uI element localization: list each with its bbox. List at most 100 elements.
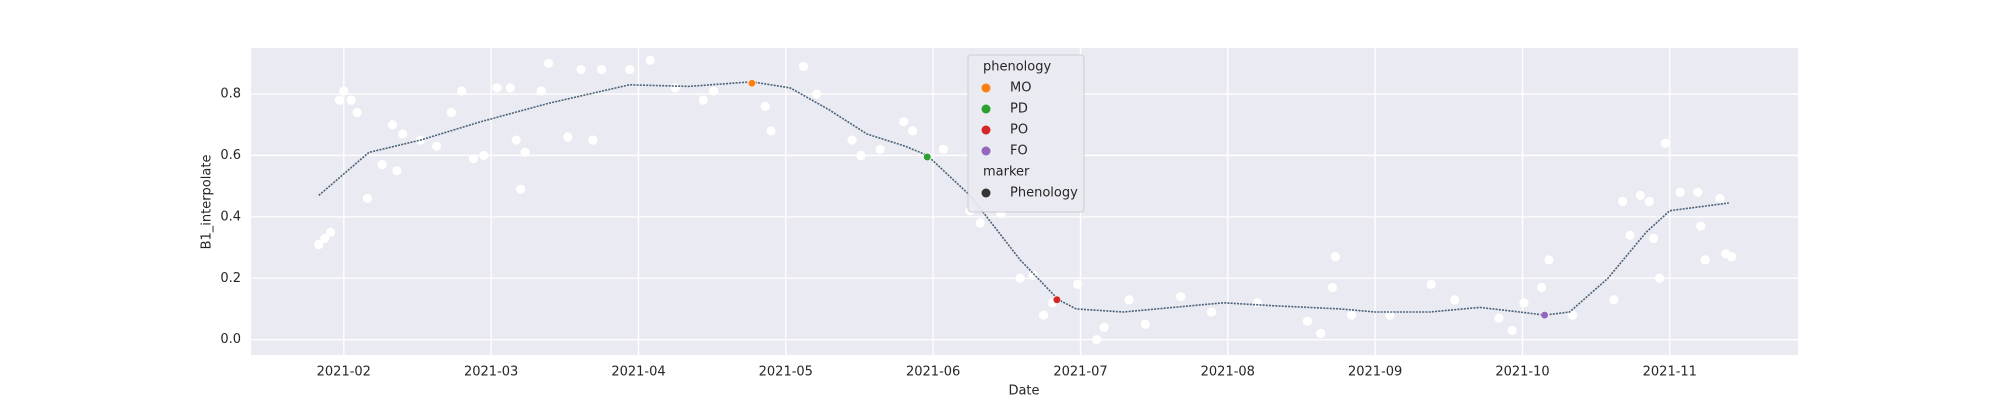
observation-point bbox=[1072, 279, 1083, 289]
observation-point bbox=[352, 107, 362, 118]
observation-point bbox=[1649, 233, 1659, 243]
observation-point bbox=[492, 83, 502, 93]
observation-point bbox=[1346, 310, 1357, 320]
legend-title: phenology bbox=[983, 60, 1051, 75]
observation-point bbox=[1567, 310, 1578, 320]
observation-point bbox=[1176, 292, 1186, 302]
y-tick-label: 0.6 bbox=[220, 148, 241, 163]
observation-point bbox=[1625, 230, 1635, 240]
x-tick-label: 2021-11 bbox=[1643, 365, 1697, 380]
observation-point bbox=[1494, 313, 1504, 323]
observation-point bbox=[536, 86, 546, 96]
observation-point bbox=[1028, 270, 1038, 280]
y-tick-label: 0.0 bbox=[220, 332, 241, 347]
observation-point bbox=[1618, 196, 1628, 207]
observation-point bbox=[446, 107, 456, 118]
phenology-point bbox=[1052, 295, 1062, 304]
x-tick-label: 2021-10 bbox=[1495, 365, 1549, 380]
legend-label: FO bbox=[1010, 144, 1028, 159]
legend-marker bbox=[981, 125, 991, 135]
observation-point bbox=[398, 129, 408, 139]
legend-marker bbox=[981, 83, 991, 93]
observation-point bbox=[1675, 187, 1685, 197]
observation-point bbox=[1696, 221, 1706, 231]
observation-point bbox=[1544, 255, 1554, 265]
observation-point bbox=[334, 95, 344, 105]
observation-point bbox=[505, 83, 515, 93]
y-tick-label: 0.4 bbox=[220, 209, 241, 224]
observation-point bbox=[320, 233, 330, 243]
phenology-point bbox=[1540, 310, 1549, 320]
legend-box bbox=[967, 54, 1085, 213]
observation-point bbox=[1327, 282, 1338, 293]
observation-point bbox=[1302, 316, 1312, 326]
observation-point bbox=[1039, 310, 1049, 320]
observation-point bbox=[563, 132, 573, 142]
observation-point bbox=[670, 83, 680, 93]
observation-point bbox=[698, 95, 708, 105]
legend-marker bbox=[981, 146, 991, 156]
observation-point bbox=[511, 135, 521, 145]
observation-point bbox=[339, 86, 349, 96]
observation-point bbox=[1693, 187, 1703, 197]
legend-marker bbox=[981, 188, 991, 198]
observation-point bbox=[1537, 282, 1547, 293]
observation-point bbox=[938, 144, 949, 154]
observation-point bbox=[479, 150, 489, 161]
observation-point bbox=[1316, 328, 1326, 339]
observation-point bbox=[907, 126, 918, 136]
observation-point bbox=[975, 218, 985, 228]
x-tick-label: 2021-07 bbox=[1053, 365, 1107, 380]
observation-point bbox=[1450, 295, 1460, 305]
observation-point bbox=[766, 126, 776, 136]
legend-label: Phenology bbox=[1010, 186, 1078, 201]
observation-point bbox=[1609, 295, 1619, 305]
observation-point bbox=[544, 58, 554, 68]
observation-point bbox=[597, 64, 607, 75]
x-tick-label: 2021-08 bbox=[1201, 365, 1255, 380]
legend-label: PD bbox=[1010, 102, 1028, 117]
observation-point bbox=[760, 101, 770, 111]
observation-point bbox=[709, 86, 719, 96]
observation-point bbox=[457, 86, 467, 96]
observation-point bbox=[377, 160, 387, 170]
legend: phenology MO PD PO FO marker Phenology bbox=[967, 54, 1085, 213]
observation-point bbox=[1207, 307, 1217, 317]
observation-point bbox=[1644, 196, 1654, 207]
x-tick-label: 2021-02 bbox=[317, 365, 371, 380]
observation-point bbox=[625, 64, 635, 75]
observation-point bbox=[1099, 322, 1109, 332]
observation-point bbox=[1519, 298, 1529, 308]
observation-point bbox=[1654, 273, 1665, 283]
x-tick-label: 2021-03 bbox=[464, 365, 518, 380]
observation-point bbox=[325, 227, 336, 237]
observation-point bbox=[645, 55, 655, 65]
legend-title: marker bbox=[983, 165, 1030, 180]
phenology-point bbox=[747, 79, 757, 88]
observation-point bbox=[1124, 295, 1134, 305]
observation-point bbox=[520, 147, 530, 157]
observation-point bbox=[856, 150, 866, 161]
observation-point bbox=[432, 141, 442, 151]
observation-point bbox=[1700, 255, 1710, 265]
observation-point bbox=[812, 89, 822, 99]
phenology-point bbox=[923, 152, 932, 162]
observation-point bbox=[847, 135, 857, 145]
y-tick-label: 0.8 bbox=[220, 87, 241, 102]
observation-point bbox=[1385, 310, 1395, 320]
observation-point bbox=[516, 184, 526, 194]
y-tick-label: 0.2 bbox=[220, 271, 241, 286]
observation-point bbox=[1635, 190, 1645, 200]
observation-point bbox=[1507, 325, 1517, 336]
observation-point bbox=[588, 135, 598, 145]
x-tick-label: 2021-09 bbox=[1348, 365, 1402, 380]
observation-point bbox=[346, 95, 356, 105]
x-tick-label: 2021-05 bbox=[759, 365, 813, 380]
observation-point bbox=[875, 144, 885, 154]
observation-point bbox=[392, 166, 402, 176]
observation-point bbox=[1426, 279, 1436, 289]
observation-point bbox=[1252, 298, 1262, 308]
observation-point bbox=[1140, 319, 1150, 329]
